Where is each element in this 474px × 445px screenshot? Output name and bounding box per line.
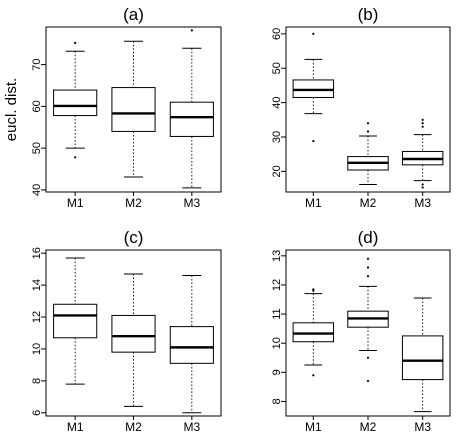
iqr-box xyxy=(401,335,444,381)
iqr-box xyxy=(111,314,156,353)
box-M2 xyxy=(111,273,156,407)
y-tick-label: 10 xyxy=(271,337,283,349)
y-tick-label: 30 xyxy=(271,131,283,143)
outlier-point xyxy=(366,266,370,269)
outlier-point xyxy=(366,275,370,278)
box-M2 xyxy=(111,40,156,178)
x-tick-label: M2 xyxy=(360,420,377,434)
y-tick-label: 8 xyxy=(271,398,283,404)
y-tick-label: 13 xyxy=(271,250,283,262)
iqr-box xyxy=(53,303,98,339)
box-M3 xyxy=(401,118,444,189)
y-tick-label: 60 xyxy=(31,100,43,112)
x-tick-label: M1 xyxy=(305,196,322,210)
x-tick-label: M2 xyxy=(125,420,142,434)
y-tick-label: 8 xyxy=(31,378,43,384)
y-tick-label: 50 xyxy=(271,62,283,74)
y-tick-label: 50 xyxy=(31,142,43,154)
y-tick-label: 16 xyxy=(31,247,43,259)
outlier-point xyxy=(312,140,315,143)
outlier-point xyxy=(421,125,424,128)
iqr-box xyxy=(111,87,156,132)
panel-4: (d) 8 9 10 11 12 13 M1 M2 M3 xyxy=(271,228,451,434)
panel-title: (a) xyxy=(123,5,144,24)
outlier-point xyxy=(74,41,77,44)
outlier-point xyxy=(190,29,193,32)
outlier-point xyxy=(312,32,315,35)
box-M2 xyxy=(347,257,389,383)
outlier-point xyxy=(366,257,370,260)
iqr-box xyxy=(53,89,98,117)
outlier-point xyxy=(74,156,77,159)
y-tick-label: 11 xyxy=(271,308,283,319)
x-tick-label: M1 xyxy=(67,420,84,434)
x-tick-label: M3 xyxy=(414,196,431,210)
x-tick-label: M2 xyxy=(360,196,377,210)
box-M1 xyxy=(53,257,98,385)
outlier-point xyxy=(366,356,370,359)
box-M1 xyxy=(292,32,335,143)
box-M1 xyxy=(53,41,98,159)
iqr-box xyxy=(169,101,214,137)
panel-3: (c) 6 8 10 12 14 16 M1 M2 M3 xyxy=(31,228,222,434)
outlier-point xyxy=(366,130,370,133)
x-tick-label: M2 xyxy=(125,196,142,210)
y-tick-label: 6 xyxy=(31,410,43,416)
box-M2 xyxy=(347,122,389,185)
box-M3 xyxy=(401,297,444,413)
x-tick-label: M3 xyxy=(183,196,200,210)
panel-2: (b) 20 30 40 50 60 M1 M2 M3 xyxy=(271,5,451,210)
outlier-point xyxy=(421,118,424,121)
outlier-point xyxy=(366,122,370,125)
y-tick-label: 12 xyxy=(31,311,43,323)
box-M1 xyxy=(292,288,335,377)
y-tick-label: 60 xyxy=(271,28,283,40)
y-tick-label: 70 xyxy=(31,58,43,70)
y-tick-label: 40 xyxy=(31,184,43,196)
panel-title: (c) xyxy=(124,228,144,247)
outlier-point xyxy=(421,186,424,189)
outlier-point xyxy=(312,288,315,291)
y-axis-label: eucl. dist. xyxy=(3,78,20,141)
y-tick-label: 12 xyxy=(271,279,283,291)
y-tick-label: 40 xyxy=(271,97,283,109)
box-M3 xyxy=(169,29,214,189)
outlier-point xyxy=(366,379,370,383)
y-tick-label: 14 xyxy=(31,279,43,291)
y-tick-label: 9 xyxy=(271,369,283,375)
iqr-box xyxy=(292,79,335,98)
x-tick-label: M1 xyxy=(67,196,84,210)
panel-1: (a) eucl. dist. 40 50 60 70 M1 M2 M3 xyxy=(3,5,222,210)
outlier-point xyxy=(421,183,424,186)
box-M3 xyxy=(169,275,214,414)
y-tick-label: 10 xyxy=(31,343,43,355)
y-tick-label: 20 xyxy=(271,165,283,177)
x-tick-label: M3 xyxy=(414,420,431,434)
iqr-box xyxy=(169,326,214,364)
iqr-box xyxy=(292,322,335,343)
outlier-point xyxy=(312,374,315,377)
x-tick-label: M3 xyxy=(183,420,200,434)
panel-title: (b) xyxy=(358,5,379,24)
panel-title: (d) xyxy=(358,228,379,247)
outlier-point xyxy=(421,122,424,125)
x-tick-label: M1 xyxy=(305,420,322,434)
